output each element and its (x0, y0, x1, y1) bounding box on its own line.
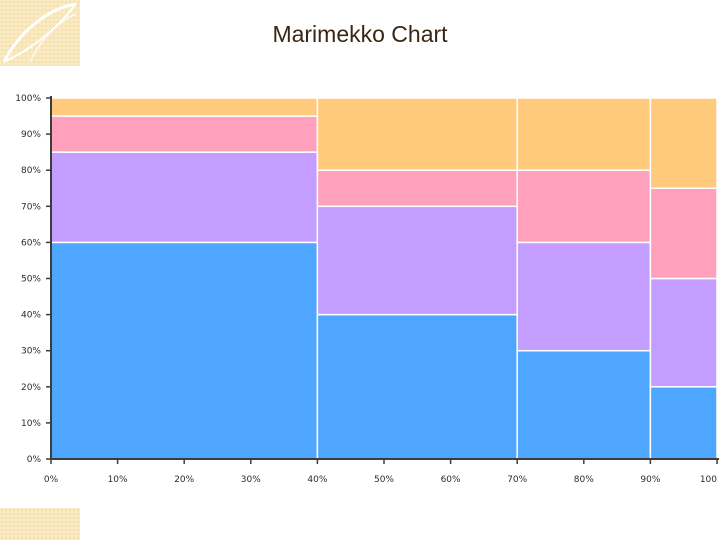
x-tick-label: 10% (108, 475, 128, 485)
y-tick-label: 90% (21, 130, 41, 140)
segment-col4-s2 (649, 277, 718, 388)
segment-col2-s3 (316, 169, 518, 208)
segment-col2-s4 (316, 97, 518, 171)
segment-col1-s4 (50, 97, 319, 117)
y-tick-label: 50% (21, 275, 41, 285)
y-tick-label: 70% (21, 202, 41, 212)
y-tick-label: 30% (21, 347, 41, 357)
x-tick-label: 70% (507, 475, 527, 485)
x-tick-label: 90% (640, 475, 660, 485)
x-tick-labels: 0% 10% 20% 30% 40% 50% 60% 70% 80% 90% 100 (44, 459, 718, 485)
slide-title: Marimekko Chart (272, 21, 448, 47)
y-tick-label: 40% (21, 311, 41, 321)
corner-decoration-bottom (0, 508, 80, 540)
segment-col3-s2 (516, 241, 652, 352)
x-tick-label: 0% (44, 475, 59, 485)
segment-col1-s1 (50, 241, 319, 460)
y-tick-label: 100% (15, 94, 41, 104)
segment-col3-s4 (516, 97, 652, 171)
segment-col1-s2 (50, 151, 319, 244)
segment-col4-s3 (649, 187, 718, 280)
y-tick-label: 60% (21, 238, 41, 248)
segment-col1-s3 (50, 115, 319, 153)
y-tick-labels: 0% 10% 20% 30% 40% 50% 60% 70% 80% 90% 100% (15, 94, 51, 465)
segment-col4-s1 (649, 386, 718, 460)
y-tick-label: 10% (21, 419, 41, 429)
segment-col3-s1 (516, 349, 652, 460)
x-tick-label: 80% (574, 475, 594, 485)
segment-col3-s3 (516, 169, 652, 244)
x-tick-label: 50% (374, 475, 394, 485)
y-tick-label: 20% (21, 383, 41, 393)
x-tick-label: 40% (307, 475, 327, 485)
segments-layer (50, 97, 718, 460)
y-tick-label: 80% (21, 166, 41, 176)
segment-col2-s2 (316, 205, 518, 316)
corner-decoration-top (0, 0, 80, 66)
x-tick-label: 60% (441, 475, 461, 485)
y-tick-label: 0% (27, 455, 42, 465)
segment-col4-s4 (649, 97, 718, 189)
x-tick-label: 30% (241, 475, 261, 485)
x-tick-label: 20% (174, 475, 194, 485)
x-tick-label: 100 (700, 475, 717, 485)
axes-layer (50, 96, 719, 460)
segment-col2-s1 (316, 313, 518, 460)
